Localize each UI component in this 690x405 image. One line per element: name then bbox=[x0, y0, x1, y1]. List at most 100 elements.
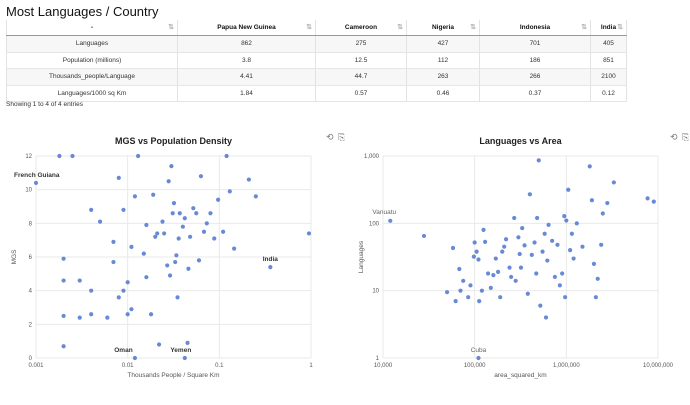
data-point bbox=[177, 211, 182, 216]
sort-arrows-icon[interactable]: ⇅ bbox=[306, 24, 312, 31]
reset-icon[interactable]: ⟲ bbox=[670, 132, 678, 142]
column-header-label: Indonesia bbox=[519, 24, 551, 31]
table-header-row: - ⇅ Papua New Guinea ⇅ Cameroon ⇅ Nigeria ⇅ … bbox=[6, 20, 627, 36]
data-point bbox=[498, 295, 503, 300]
column-header[interactable]: Cameroon ⇅ bbox=[315, 20, 407, 36]
data-point bbox=[493, 256, 498, 261]
table-cell: Languages/1000 sq Km bbox=[6, 85, 178, 102]
data-point bbox=[167, 273, 173, 278]
data-point bbox=[529, 252, 534, 257]
data-point bbox=[89, 312, 94, 317]
data-point bbox=[536, 158, 541, 163]
data-point bbox=[132, 194, 138, 199]
data-point bbox=[527, 192, 532, 197]
data-point bbox=[587, 164, 592, 169]
data-point bbox=[306, 231, 312, 236]
column-header[interactable]: Nigeria ⇅ bbox=[406, 20, 480, 36]
data-point bbox=[458, 288, 463, 293]
table-cell: 266 bbox=[479, 68, 591, 86]
data-point bbox=[560, 271, 565, 276]
data-point bbox=[169, 164, 174, 169]
y-axis-label: Languages bbox=[358, 240, 365, 273]
data-point bbox=[534, 271, 539, 276]
save-icon[interactable]: ⎘ bbox=[338, 132, 346, 142]
data-point bbox=[516, 235, 521, 240]
data-point bbox=[162, 231, 167, 236]
table-cell: 862 bbox=[177, 35, 316, 53]
data-point bbox=[61, 344, 66, 349]
data-point bbox=[495, 269, 501, 274]
data-point bbox=[388, 218, 393, 223]
point-annotation: Vanuatu bbox=[372, 209, 396, 216]
column-header-label: Cameroon bbox=[344, 24, 378, 31]
data-point bbox=[182, 355, 187, 361]
y-tick-label: 2 bbox=[29, 322, 33, 328]
data-point bbox=[212, 236, 217, 241]
column-header[interactable]: Papua New Guinea ⇅ bbox=[177, 20, 316, 36]
column-header[interactable]: Indonesia ⇅ bbox=[479, 20, 591, 36]
data-point bbox=[180, 224, 185, 229]
data-point bbox=[174, 253, 179, 258]
data-point bbox=[600, 211, 605, 216]
data-point bbox=[611, 180, 616, 185]
data-point bbox=[144, 222, 149, 228]
data-point bbox=[476, 257, 481, 262]
table-cell: 405 bbox=[590, 35, 627, 53]
data-point bbox=[589, 198, 594, 203]
reset-icon[interactable]: ⟲ bbox=[326, 132, 334, 142]
x-tick-label: 10,000 bbox=[374, 363, 393, 369]
data-point bbox=[166, 179, 171, 184]
table-cell: 0.46 bbox=[406, 85, 480, 102]
save-icon[interactable]: ⎘ bbox=[682, 132, 690, 142]
data-point bbox=[562, 214, 567, 219]
sort-arrows-icon[interactable]: ⇅ bbox=[168, 24, 174, 31]
y-tick-label: 10 bbox=[372, 289, 379, 295]
column-header[interactable]: India ⇅ bbox=[590, 20, 627, 36]
data-point bbox=[593, 295, 598, 300]
sort-arrows-icon[interactable]: ⇅ bbox=[617, 24, 623, 31]
data-point bbox=[525, 291, 530, 296]
data-point bbox=[136, 153, 141, 159]
data-point bbox=[129, 244, 134, 249]
data-point bbox=[479, 288, 485, 293]
data-point bbox=[543, 315, 549, 320]
data-point bbox=[569, 231, 574, 236]
column-header[interactable]: - ⇅ bbox=[6, 20, 178, 36]
data-point bbox=[116, 175, 121, 180]
data-point bbox=[268, 265, 273, 270]
table-cell: 0.57 bbox=[315, 85, 407, 102]
data-point bbox=[444, 290, 450, 295]
data-point bbox=[580, 244, 585, 249]
data-point bbox=[175, 295, 180, 300]
data-point bbox=[198, 174, 204, 179]
sort-arrows-icon[interactable]: ⇅ bbox=[470, 24, 476, 31]
data-point bbox=[466, 295, 471, 300]
data-point bbox=[481, 227, 486, 232]
data-point bbox=[61, 278, 66, 283]
mgs-vs-density-chart: ⟲ ⎘ MGS vs Population Density 0.001 0.01 0.… bbox=[6, 128, 346, 400]
data-point bbox=[509, 274, 514, 280]
data-point bbox=[571, 256, 576, 261]
data-point bbox=[474, 249, 479, 254]
data-point bbox=[457, 266, 462, 272]
data-point bbox=[227, 189, 232, 194]
data-point bbox=[121, 288, 126, 293]
y-tick-label: 4 bbox=[29, 289, 33, 295]
data-point bbox=[232, 246, 237, 251]
sort-arrows-icon[interactable]: ⇅ bbox=[397, 24, 403, 31]
x-tick-label: 0.1 bbox=[215, 363, 224, 369]
table-cell: 851 bbox=[590, 52, 627, 69]
data-point bbox=[61, 313, 66, 319]
data-point bbox=[507, 265, 512, 270]
table-cell: 12.5 bbox=[315, 52, 407, 69]
x-tick-label: 100,000 bbox=[464, 363, 486, 369]
data-point bbox=[141, 251, 146, 256]
data-point bbox=[520, 225, 525, 231]
data-point bbox=[111, 239, 116, 244]
table-cell: 2100 bbox=[590, 68, 627, 86]
data-point bbox=[550, 238, 555, 243]
page-title: Most Languages / Country bbox=[6, 4, 159, 19]
y-tick-label: 100 bbox=[369, 221, 380, 227]
sort-arrows-icon[interactable]: ⇅ bbox=[581, 24, 587, 31]
x-axis-label: area_squared_km bbox=[494, 372, 546, 379]
